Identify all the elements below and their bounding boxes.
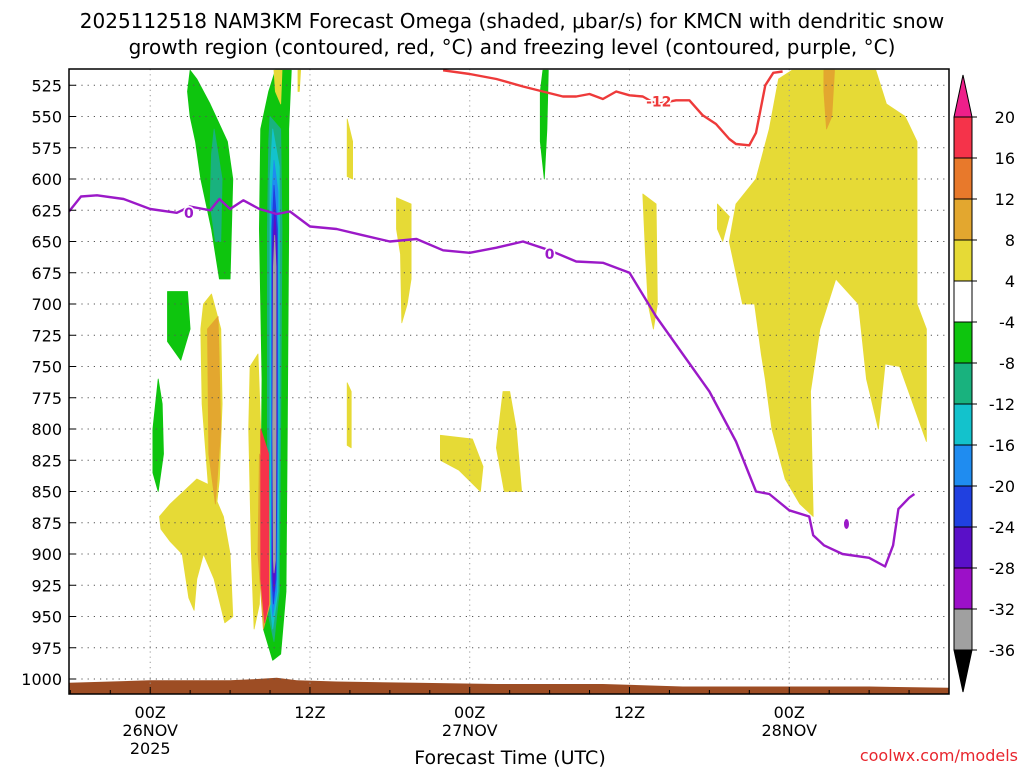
- omega-region-24: [728, 69, 927, 517]
- plot-frame: [68, 68, 950, 695]
- contours: 0 0 -12: [69, 69, 916, 568]
- colorbar-bin--24--20: [953, 485, 973, 528]
- x-tick-label-2-1: 27NOV: [442, 721, 498, 740]
- colorbar-tick-label-13: -36: [989, 641, 1015, 660]
- colorbar-tick-label-1: 16: [995, 149, 1015, 168]
- y-tick-label-525: 525: [31, 76, 62, 95]
- omega-region-18: [346, 382, 352, 449]
- x-tick-label-0-0: 00Z: [135, 703, 166, 722]
- colorbar-tick-label-6: -8: [999, 354, 1015, 373]
- y-tick-label-550: 550: [31, 108, 62, 127]
- y-tick-label-875: 875: [31, 514, 62, 533]
- omega-region-13: [159, 478, 234, 624]
- y-tick-label-750: 750: [31, 358, 62, 377]
- omega-region-4: [539, 69, 549, 180]
- colorbar-bin--16--12: [953, 403, 973, 446]
- omega-region-1: [167, 291, 191, 361]
- omega-region-16: [297, 69, 302, 92]
- omega-region-5: [209, 128, 223, 242]
- y-tick-label-775: 775: [31, 389, 62, 408]
- omega-region-2: [152, 378, 164, 492]
- colorbar-bin--20--16: [953, 444, 973, 487]
- colorbar-tick-label-10: -24: [989, 518, 1015, 537]
- omega-region-23: [717, 203, 730, 242]
- dgz-minus12-line: [442, 69, 783, 147]
- omega-region-21: [495, 391, 522, 492]
- y-axis-ticks: 525 550 575 600 625 650 675 700 725 750 775 800 825 8…: [21, 76, 76, 689]
- colorbar-bin-12-16: [953, 157, 973, 200]
- colorbar-bin--8--4: [953, 321, 973, 364]
- y-tick-label-725: 725: [31, 326, 62, 345]
- colorbar-tick-label-5: -4: [999, 313, 1015, 332]
- credit-text: coolwx.com/models: [860, 746, 1018, 765]
- omega-region-30: [260, 428, 270, 624]
- y-tick-label-625: 625: [31, 201, 62, 220]
- colorbar-tick-label-9: -20: [989, 477, 1015, 496]
- colorbar: 20 16 12 8 4 -4 -8 -12 -16 -20 -24 -28 -32 -36: [953, 74, 1015, 693]
- freezing-level-line: [69, 194, 916, 568]
- colorbar-tick-label-0: 20: [995, 108, 1015, 127]
- colorbar-tick-label-3: 8: [1005, 231, 1015, 250]
- freezing-level-label-1: 0: [545, 247, 555, 263]
- omega-shading: [152, 69, 927, 661]
- colorbar-tick-label-12: -32: [989, 600, 1015, 619]
- y-tick-label-700: 700: [31, 295, 62, 314]
- x-tick-label-3-0: 12Z: [614, 703, 645, 722]
- colorbar-bottom-arrow: [953, 649, 973, 693]
- colorbar-tick-label-2: 12: [995, 190, 1015, 209]
- y-tick-label-575: 575: [31, 139, 62, 158]
- omega-region-15: [273, 69, 283, 105]
- x-axis-label: Forecast Time (UTC): [414, 747, 605, 768]
- terrain-shading: [69, 677, 949, 694]
- colorbar-bin-8-12: [953, 198, 973, 241]
- y-tick-label-600: 600: [31, 170, 62, 189]
- colorbar-bin--36--32: [953, 608, 973, 651]
- colorbar-bin-4-8: [953, 239, 973, 282]
- dgz-contour-label: -12: [646, 95, 671, 111]
- omega-region-11: [272, 234, 277, 574]
- omega-region-0: [187, 69, 234, 280]
- y-tick-label-950: 950: [31, 608, 62, 627]
- x-tick-label-0-2: 2025: [130, 739, 171, 758]
- y-tick-label-800: 800: [31, 420, 62, 439]
- colorbar-bin--28--24: [953, 526, 973, 569]
- y-tick-label-975: 975: [31, 639, 62, 658]
- colorbar-bin--4-4: [953, 280, 973, 323]
- grid: [69, 69, 949, 694]
- colorbar-bin--32--28: [953, 567, 973, 610]
- colorbar-tick-label-11: -28: [989, 559, 1015, 578]
- terrain-fill: [69, 677, 949, 694]
- y-tick-label-925: 925: [31, 576, 62, 595]
- x-tick-label-4-0: 00Z: [774, 703, 805, 722]
- omega-region-28: [207, 316, 222, 505]
- colorbar-bin-16-20: [953, 116, 973, 159]
- omega-region-17: [346, 118, 354, 180]
- x-tick-label-0-1: 26NOV: [122, 721, 178, 740]
- freezing-level-blob: [843, 519, 849, 529]
- omega-region-20: [439, 434, 484, 492]
- chart-title-line2: growth region (contoured, red, °C) and f…: [129, 35, 896, 59]
- colorbar-tick-label-4: 4: [1005, 272, 1015, 291]
- y-tick-label-900: 900: [31, 545, 62, 564]
- omega-region-14: [248, 353, 262, 630]
- y-tick-label-850: 850: [31, 483, 62, 502]
- x-tick-label-1-0: 12Z: [294, 703, 325, 722]
- colorbar-bin--12--8: [953, 362, 973, 405]
- colorbar-tick-label-8: -16: [989, 436, 1015, 455]
- y-tick-label-1000: 1000: [21, 670, 62, 689]
- y-tick-label-650: 650: [31, 233, 62, 252]
- y-tick-label-675: 675: [31, 264, 62, 283]
- x-tick-label-2-0: 00Z: [454, 703, 485, 722]
- omega-region-19: [396, 197, 412, 324]
- chart-title-line1: 2025112518 NAM3KM Forecast Omega (shaded…: [80, 9, 944, 33]
- x-tick-label-4-1: 28NOV: [761, 721, 817, 740]
- y-tick-label-825: 825: [31, 451, 62, 470]
- omega-region-22: [642, 193, 658, 330]
- colorbar-tick-label-7: -12: [989, 395, 1015, 414]
- freezing-level-label-0: 0: [184, 206, 194, 222]
- colorbar-top-arrow: [953, 74, 973, 118]
